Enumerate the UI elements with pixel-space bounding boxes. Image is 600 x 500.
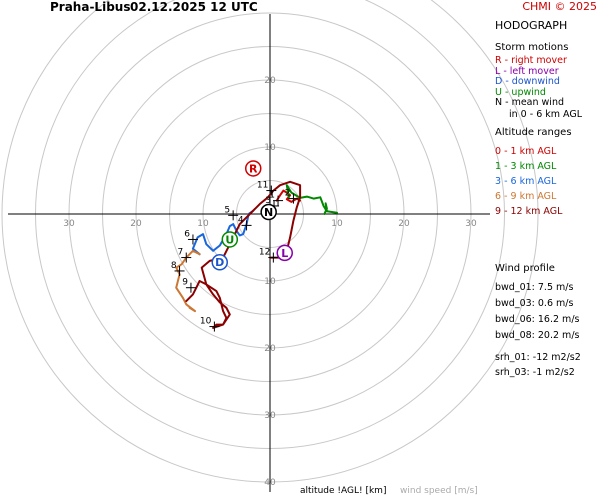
storm-motions-list: R - right mover L - left mover D - downwin… <box>495 55 600 109</box>
storm-note: in 0 - 6 km AGL <box>509 108 583 120</box>
altitude-range-item-1: 1 - 3 km AGL <box>495 160 557 172</box>
run-time: 02.12.2025 12 UTC <box>130 0 258 14</box>
wind-profile-item-1: bwd_03: 0.6 m/s <box>495 297 574 309</box>
trace-series-4 <box>185 180 302 329</box>
height-marker-label-12: 12 <box>259 248 270 258</box>
storm-motion-label-U: U <box>225 233 234 246</box>
hodograph-axes <box>8 14 490 492</box>
height-marker-label-2: 2 <box>285 189 291 199</box>
storm-motion-circle-L <box>276 244 293 262</box>
srh-item-1: srh_03: -1 m2/s2 <box>495 366 575 378</box>
x-tick-label-2: 10 <box>197 219 209 229</box>
storm-motion-item-1: L - left mover <box>495 65 559 77</box>
storm-motions-header: Storm motions <box>495 42 569 53</box>
storm-motion-label-R: R <box>249 162 258 175</box>
y-tick-label-0: 20 <box>264 76 276 86</box>
height-marker-label-7: 7 <box>178 248 184 258</box>
storm-motion-circle-U <box>221 231 239 248</box>
altitude-range-item-3: 6 - 9 km AGL <box>495 190 557 202</box>
height-marker-label-6: 6 <box>184 229 190 239</box>
trace-series-2 <box>191 209 255 256</box>
height-marker-label-5: 5 <box>224 205 230 215</box>
storm-motion-markers: R L DU N <box>211 160 293 271</box>
x-tick-label-5: 30 <box>465 219 477 229</box>
altitude-range-item-2: 3 - 6 km AGL <box>495 175 557 187</box>
storm-motion-label-D: D <box>215 256 224 269</box>
x-tick-label-4: 20 <box>398 219 410 229</box>
srh-list: srh_01: -12 m2/s2 srh_03: -1 m2/s2 <box>495 350 600 380</box>
credit-text: CHMI © 2025 <box>522 0 597 13</box>
storm-motion-item-4: N - mean wind <box>495 97 564 108</box>
storm-motion-circle-R <box>245 160 262 177</box>
storm-motion-item-2: D - downwind <box>495 76 560 87</box>
height-marker-label-10: 10 <box>200 317 212 327</box>
srh-item-0: srh_01: -12 m2/s2 <box>495 351 581 363</box>
wind-traces <box>175 180 338 329</box>
altitude-ranges-header: Altitude ranges <box>495 126 572 138</box>
wind-profile-header: Wind profile <box>495 262 555 274</box>
altitude-label: altitude !AGL! [km] <box>300 486 387 496</box>
altitude-range-item-4: 9 - 12 km AGL <box>495 205 563 217</box>
wind-profile-item-3: bwd_08: 20.2 m/s <box>495 329 580 341</box>
storm-motion-item-3: U - upwind <box>495 86 546 98</box>
storm-motion-label-L: L <box>281 247 288 260</box>
altitude-range-item-0: 0 - 1 km AGL <box>495 145 557 157</box>
storm-motion-label-N: N <box>264 206 273 219</box>
x-tick-label-3: 10 <box>331 219 343 229</box>
y-tick-label-2: 10 <box>264 277 276 287</box>
height-marker-label-3: 3 <box>265 196 271 206</box>
storm-motion-circle-D <box>211 253 228 271</box>
station-name: Praha-Libus <box>50 0 131 14</box>
height-marker-label-11: 11 <box>257 181 268 191</box>
wind-profile-list: bwd_01: 7.5 m/s bwd_03: 0.6 m/s bwd_06: 16… <box>495 280 600 344</box>
height-marker-label-4: 4 <box>238 215 244 225</box>
trace-series-0 <box>275 189 302 203</box>
y-tick-label-4: 30 <box>264 411 276 421</box>
y-tick-label-1: 10 <box>264 143 276 153</box>
storm-motion-item-0: R - right mover <box>495 55 567 66</box>
x-tick-label-1: 20 <box>130 219 142 229</box>
panel-title: HODOGRAPH <box>495 19 568 32</box>
altitude-ranges-list: 0 - 1 km AGL 1 - 3 km AGL 3 - 6 km AGL 6 - … <box>495 144 600 219</box>
tick-labels: 30 20 10 10 20 30 20 10 10 20 30 40 <box>63 76 477 488</box>
storm-motion-circle-N <box>260 203 277 221</box>
info-panel: HODOGRAPH Storm motions R - right mover L… <box>495 19 600 380</box>
wind-profile-item-0: bwd_01: 7.5 m/s <box>495 281 574 293</box>
y-tick-label-5: 40 <box>264 478 276 488</box>
x-tick-label-0: 30 <box>63 219 75 229</box>
y-tick-label-3: 20 <box>264 344 276 354</box>
height-marker-label-9: 9 <box>182 278 188 288</box>
wind-profile-item-2: bwd_06: 16.2 m/s <box>495 313 580 325</box>
trace-series-1 <box>285 184 338 215</box>
height-marker-label-8: 8 <box>171 261 177 271</box>
wind-speed-label: wind speed [m/s] <box>400 486 478 496</box>
height-marker-label-1: 1 <box>269 191 275 201</box>
